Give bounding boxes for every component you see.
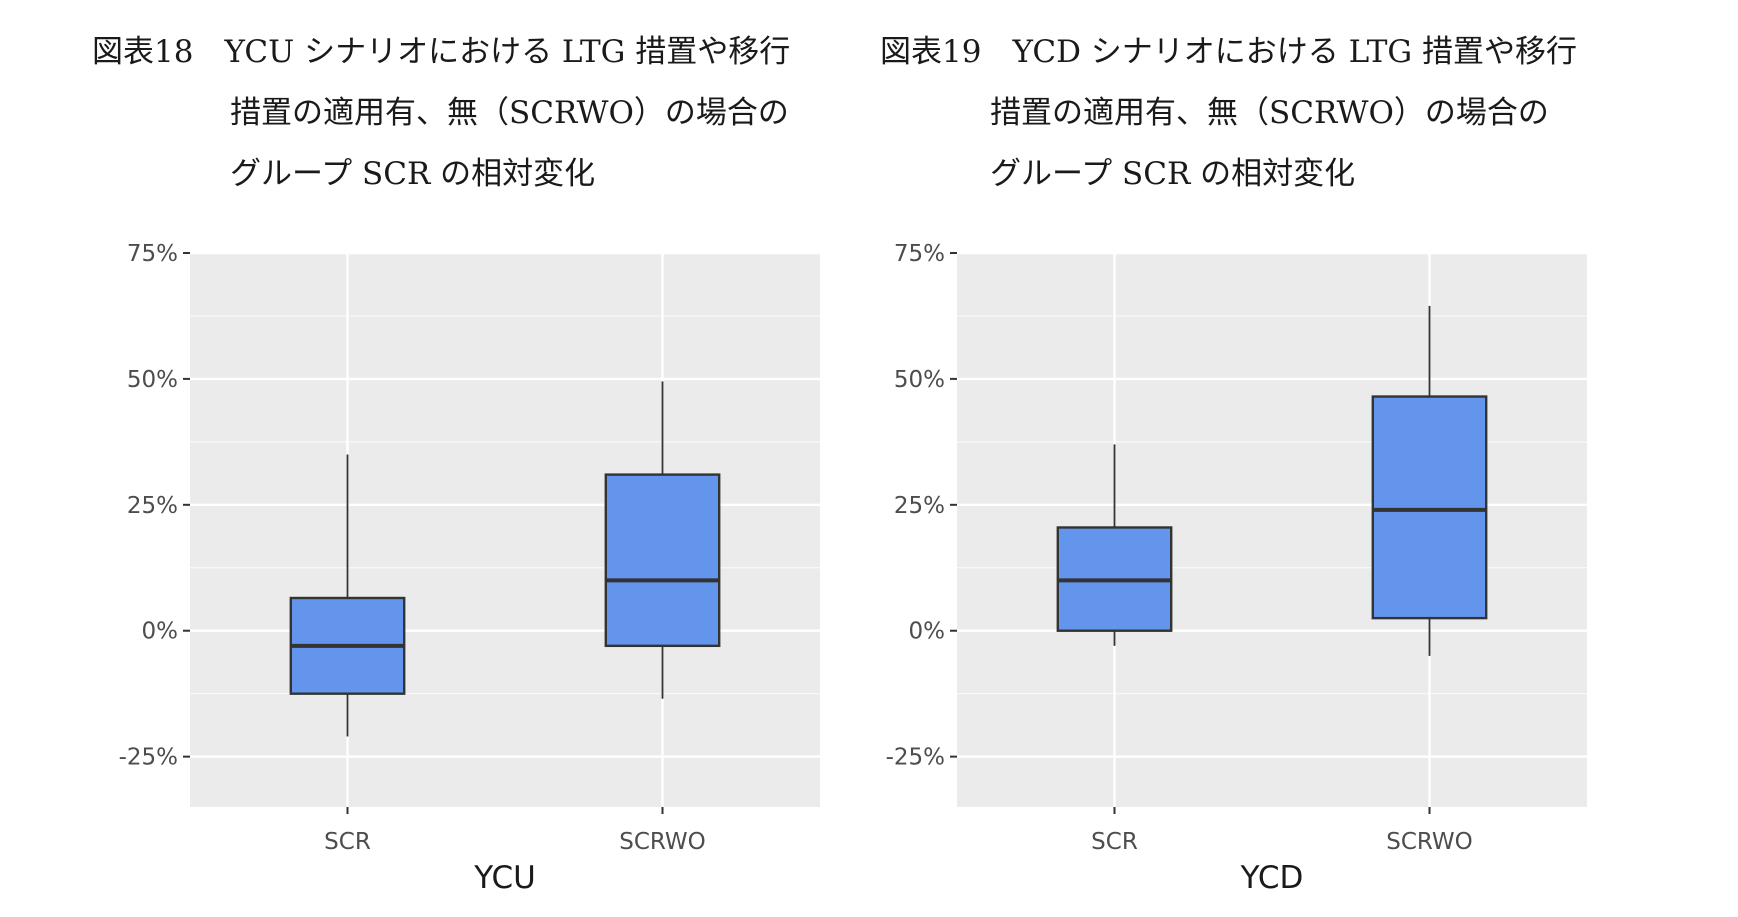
y-tick-label: 0% (909, 619, 946, 645)
plot-panel (190, 253, 820, 807)
y-tick-label: 25% (127, 493, 178, 519)
plot-panel (957, 253, 1587, 807)
figure-19-caption: 図表19 YCD シナリオにおける LTG 措置や移行 措置の適用有、無（SCR… (880, 22, 1577, 205)
y-tick-label: 75% (127, 241, 178, 267)
caption-line-2: 措置の適用有、無（SCRWO）の場合の (990, 95, 1549, 131)
x-tick-label: SCR (1091, 829, 1138, 855)
box-scr (289, 454, 406, 737)
x-axis-title: YCU (473, 860, 536, 896)
y-tick-label: -25% (119, 745, 178, 771)
y-tick-label: 25% (894, 493, 945, 519)
y-tick-label: 75% (894, 241, 945, 267)
y-tick-label: 50% (127, 367, 178, 393)
caption-line-3: グループ SCR の相対変化 (230, 156, 596, 192)
y-tick-label: 0% (142, 619, 179, 645)
chart-1: -25% 0% 25% 50% 75% SCR SCRWO YCU (119, 241, 820, 896)
x-tick-label: SCRWO (619, 829, 706, 855)
box-scrwo (1371, 305, 1488, 656)
box-scrwo (604, 381, 721, 699)
caption-line-3: グループ SCR の相対変化 (990, 156, 1356, 192)
y-tick-label: -25% (886, 745, 945, 771)
x-axis-title: YCD (1240, 860, 1304, 896)
box-scr (1056, 444, 1173, 646)
box-iqr (604, 473, 721, 648)
x-tick-label: SCRWO (1386, 829, 1473, 855)
caption-line-2: 措置の適用有、無（SCRWO）の場合の (230, 95, 789, 131)
box-iqr (1371, 395, 1488, 620)
caption-line-1: 図表19 YCD シナリオにおける LTG 措置や移行 (880, 34, 1577, 70)
chart-2: -25% 0% 25% 50% 75% SCR SCRWO YCD (886, 241, 1587, 896)
figure-18-caption: 図表18 YCU シナリオにおける LTG 措置や移行 措置の適用有、無（SCR… (92, 22, 790, 205)
caption-line-1: 図表18 YCU シナリオにおける LTG 措置や移行 (92, 34, 791, 70)
x-tick-label: SCR (324, 829, 371, 855)
y-tick-label: 50% (894, 367, 945, 393)
